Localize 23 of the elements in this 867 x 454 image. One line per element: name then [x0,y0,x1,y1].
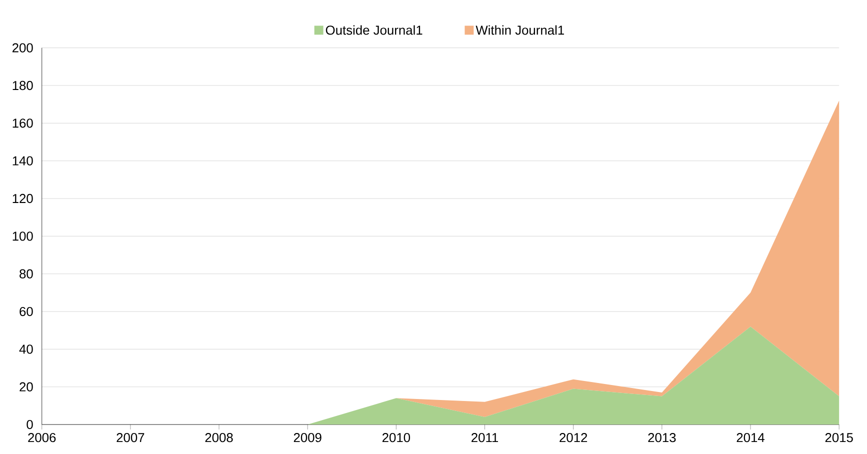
legend-label: Outside Journal1 [326,25,422,35]
x-tick-label: 2007 [116,432,144,442]
legend-label: Within Journal1 [476,25,564,35]
y-tick-label: 200 [12,43,33,52]
x-tick-label: 2009 [294,432,322,442]
y-tick-label: 100 [12,231,33,241]
y-tick-label: 40 [19,344,33,354]
x-tick-label: 2015 [825,432,853,442]
y-tick-label: 0 [26,420,33,429]
x-tick-label: 2006 [28,432,56,442]
x-tick-label: 2014 [736,432,764,442]
y-tick-label: 20 [20,382,33,392]
y-tick-label: 120 [12,194,33,203]
x-tick-label: 2011 [472,432,498,442]
y-tick-label: 180 [12,80,33,90]
x-tick-label: 2008 [205,432,233,442]
y-tick-label: 160 [12,118,33,128]
y-tick-label: 140 [12,156,33,166]
x-tick-label: 2010 [382,432,410,442]
y-tick-label: 80 [20,269,33,278]
x-tick-label: 2012 [560,432,588,442]
x-tick-label: 2013 [648,432,676,442]
y-tick-label: 60 [20,306,33,316]
